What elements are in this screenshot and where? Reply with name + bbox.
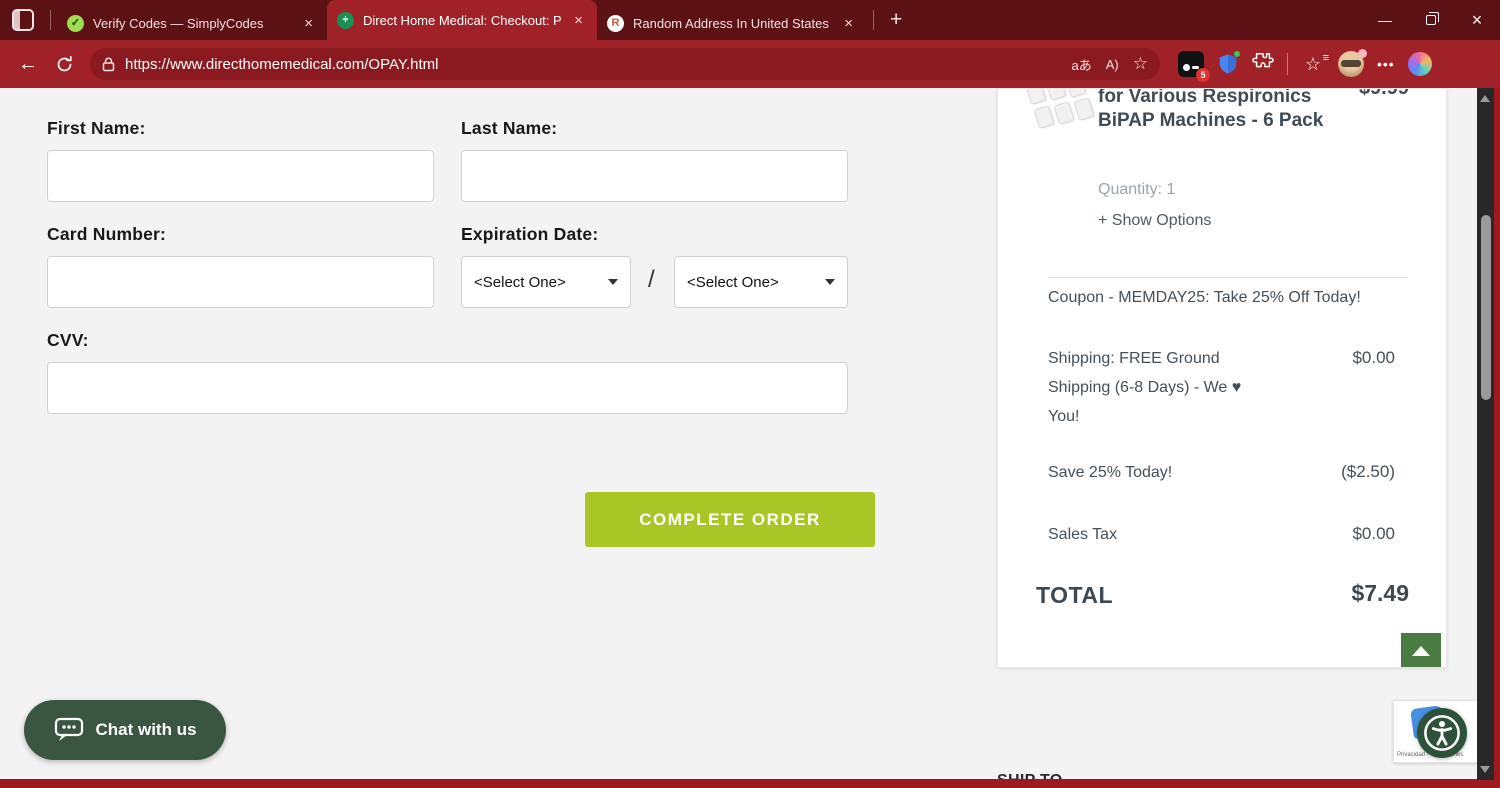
product-thumbnail <box>1025 89 1098 141</box>
scrollbar-thumb[interactable] <box>1480 215 1491 400</box>
chat-with-us-button[interactable]: Chat with us <box>24 700 226 760</box>
favorite-star-icon[interactable]: ☆ <box>1132 54 1148 73</box>
lock-icon <box>102 57 115 72</box>
expiration-year-value: <Select One> <box>687 273 779 291</box>
page-content: First Name: Last Name: Card Number: Expi… <box>0 88 1500 788</box>
avatar-status-dot <box>1358 49 1367 58</box>
coupon-line: Coupon - MEMDAY25: Take 25% Off Today! <box>1048 289 1361 306</box>
sales-tax-value: $0.00 <box>1352 524 1395 543</box>
cvv-label: CVV: <box>47 330 89 350</box>
expiration-month-select[interactable]: <Select One> <box>461 256 631 308</box>
shipping-value: $0.00 <box>1352 348 1395 367</box>
medical-plus-favicon: + <box>337 11 354 29</box>
back-button[interactable]: ← <box>18 52 38 75</box>
simplycodes-favicon: ✓ <box>67 14 84 32</box>
chat-bubble-icon <box>55 717 84 741</box>
toolbar-divider <box>1287 53 1288 75</box>
new-tab-button[interactable]: + <box>890 8 903 31</box>
tab-close-icon[interactable]: × <box>844 14 853 32</box>
discount-label: Save 25% Today! <box>1048 464 1173 481</box>
chevron-down-icon <box>825 279 835 285</box>
tab-random-address[interactable]: R Random Address In United States × <box>597 6 867 40</box>
address-bar[interactable]: https://www.directhomemedical.com/OPAY.h… <box>90 48 1160 80</box>
copilot-icon[interactable] <box>1407 52 1432 76</box>
extensions-cluster: 5 ☆ ••• <box>1178 49 1432 82</box>
tab-title: Random Address In United States <box>633 15 829 31</box>
discount-value: ($2.50) <box>1341 462 1395 481</box>
expiration-label: Expiration Date: <box>461 224 599 244</box>
product-title: for Various Respironics BiPAP Machines -… <box>1098 88 1324 131</box>
first-name-label: First Name: <box>47 118 146 138</box>
scrollbar-up-arrow[interactable] <box>1480 95 1490 102</box>
tab-title: Verify Codes — SimplyCodes <box>93 15 264 31</box>
tab-directhomemedical[interactable]: + Direct Home Medical: Checkout: P × <box>327 0 597 40</box>
page-scrollbar[interactable] <box>1477 88 1494 780</box>
shield-extension-icon[interactable] <box>1217 50 1241 76</box>
extensions-puzzle-icon[interactable] <box>1252 51 1274 78</box>
chevron-down-icon <box>608 279 618 285</box>
tab-close-icon[interactable]: × <box>574 11 583 29</box>
tab-separator <box>50 10 51 30</box>
window-controls: — × <box>1362 0 1500 40</box>
up-arrow-icon <box>1412 646 1430 656</box>
window-frame-right <box>1494 88 1500 780</box>
tab-bar: ✓ Verify Codes — SimplyCodes × + Direct … <box>0 0 1500 40</box>
product-price: $9.99 <box>1358 88 1409 99</box>
accessibility-person-icon <box>1424 715 1460 751</box>
expiration-separator: / <box>648 266 655 293</box>
extension-badge: 5 <box>1196 68 1210 82</box>
summary-divider <box>1048 277 1408 278</box>
favorites-collections-icon[interactable]: ☆ <box>1301 52 1329 75</box>
expiration-month-value: <Select One> <box>474 273 566 291</box>
total-label: TOTAL <box>1036 582 1114 608</box>
complete-order-button[interactable]: COMPLETE ORDER <box>585 492 875 547</box>
tab-title: Direct Home Medical: Checkout: P <box>363 12 562 28</box>
card-number-label: Card Number: <box>47 224 167 244</box>
sales-tax-label: Sales Tax <box>1048 526 1118 543</box>
read-aloud-icon[interactable]: A) <box>1105 56 1119 72</box>
accessibility-widget-button[interactable] <box>1417 708 1467 758</box>
product-quantity: Quantity: 1 <box>1098 181 1176 198</box>
last-name-input[interactable] <box>461 150 848 202</box>
restore-button[interactable] <box>1408 0 1454 40</box>
cvv-input[interactable] <box>47 362 848 414</box>
restore-icon <box>1426 12 1439 25</box>
url-text[interactable]: https://www.directhomemedical.com/OPAY.h… <box>125 55 439 73</box>
scrollbar-down-arrow[interactable] <box>1480 766 1490 773</box>
tab-simplycodes[interactable]: ✓ Verify Codes — SimplyCodes × <box>57 6 327 40</box>
tab-close-icon[interactable]: × <box>304 14 313 32</box>
first-name-input[interactable] <box>47 150 434 202</box>
tab-actions-icon[interactable] <box>12 9 34 31</box>
simplycodes-extension-icon[interactable]: 5 <box>1178 51 1210 82</box>
expiration-year-select[interactable]: <Select One> <box>674 256 848 308</box>
shield-status-dot <box>1233 50 1241 58</box>
chat-label: Chat with us <box>95 720 197 739</box>
window-frame-bottom <box>0 779 1500 788</box>
close-window-button[interactable]: × <box>1471 9 1483 30</box>
scroll-to-top-button[interactable] <box>1401 633 1441 667</box>
total-value: $7.49 <box>1351 580 1409 606</box>
card-number-input[interactable] <box>47 256 434 308</box>
translate-icon[interactable]: aあ <box>1071 57 1092 73</box>
profile-avatar[interactable] <box>1338 49 1367 77</box>
letter-r-favicon: R <box>607 14 624 32</box>
reload-icon <box>57 55 72 71</box>
shipping-label: Shipping: FREE Ground Shipping (6-8 Days… <box>1048 350 1242 425</box>
browser-toolbar: ← https://www.directhomemedical.com/OPAY… <box>0 40 1500 88</box>
show-options-link[interactable]: + Show Options <box>1098 212 1212 229</box>
last-name-label: Last Name: <box>461 118 558 138</box>
reload-button[interactable] <box>46 46 82 82</box>
order-summary-card: for Various Respironics BiPAP Machines -… <box>997 88 1447 668</box>
minimize-button[interactable]: — <box>1378 12 1392 28</box>
settings-more-icon[interactable]: ••• <box>1377 56 1395 72</box>
tab-separator <box>873 10 874 30</box>
